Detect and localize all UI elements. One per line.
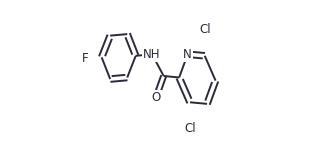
Text: N: N bbox=[183, 48, 192, 61]
Text: Cl: Cl bbox=[200, 23, 211, 36]
Text: F: F bbox=[82, 52, 89, 65]
Text: NH: NH bbox=[143, 48, 161, 61]
Text: O: O bbox=[151, 91, 161, 104]
Text: Cl: Cl bbox=[184, 122, 196, 135]
